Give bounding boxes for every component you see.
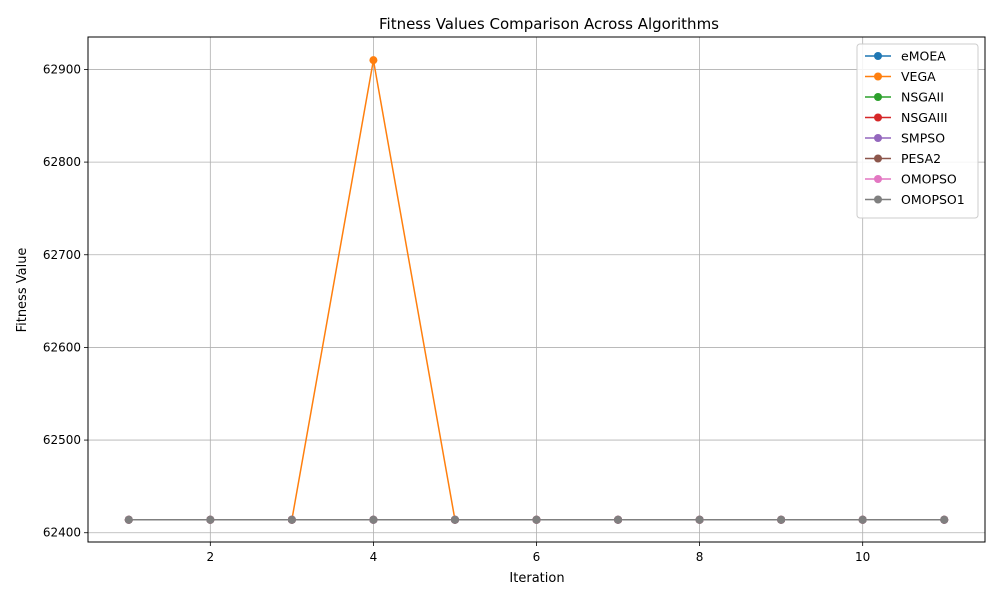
y-tick-label: 62900 bbox=[43, 62, 81, 76]
y-tick-label: 62700 bbox=[43, 248, 81, 262]
x-tick-label: 8 bbox=[696, 550, 704, 564]
legend-label: OMOPSO1 bbox=[901, 192, 965, 207]
legend: eMOEA VEGA NSGAII NSGAIII SMPSO PESA2 OMOPSO OM… bbox=[856, 43, 979, 219]
legend-swatch-marker bbox=[874, 134, 882, 142]
y-tick-label: 62800 bbox=[43, 155, 81, 169]
legend-item: OMOPSO1 bbox=[865, 192, 965, 207]
y-axis-ticks: 62400 62500 62600 62700 62800 62900 bbox=[43, 62, 88, 540]
legend-swatch-marker bbox=[874, 72, 882, 81]
data-point bbox=[614, 515, 623, 524]
data-point bbox=[206, 515, 215, 524]
legend-label: NSGAIII bbox=[901, 110, 948, 125]
data-point bbox=[369, 515, 378, 524]
y-tick-label: 62400 bbox=[43, 526, 81, 540]
series-OMOPSO1 bbox=[124, 515, 949, 524]
legend-item: eMOEA bbox=[865, 49, 946, 64]
data-point bbox=[369, 56, 378, 65]
legend-box bbox=[856, 43, 979, 219]
data-point bbox=[777, 515, 786, 524]
legend-swatch-marker bbox=[874, 113, 882, 122]
legend-item: NSGAIII bbox=[865, 110, 948, 125]
legend-item: VEGA bbox=[865, 69, 936, 84]
legend-label: NSGAII bbox=[901, 90, 944, 105]
legend-label: OMOPSO bbox=[901, 172, 957, 187]
legend-swatch-marker bbox=[874, 154, 882, 163]
legend-swatch-marker bbox=[874, 93, 882, 101]
x-axis-ticks: 2 4 6 8 10 bbox=[206, 542, 870, 564]
x-tick-label: 2 bbox=[206, 550, 214, 564]
legend-label: VEGA bbox=[901, 69, 936, 84]
y-axis-label: Fitness Value bbox=[15, 248, 30, 333]
data-point bbox=[695, 515, 704, 524]
chart-title: Fitness Values Comparison Across Algorit… bbox=[379, 15, 719, 33]
data-point bbox=[450, 515, 459, 524]
legend-item: SMPSO bbox=[865, 131, 945, 146]
legend-label: eMOEA bbox=[901, 49, 946, 64]
x-tick-label: 10 bbox=[855, 550, 870, 564]
x-tick-label: 6 bbox=[533, 550, 541, 564]
legend-label: SMPSO bbox=[901, 131, 945, 146]
legend-item: NSGAII bbox=[865, 90, 944, 105]
legend-swatch-marker bbox=[874, 52, 882, 60]
data-point bbox=[858, 515, 867, 524]
legend-item: PESA2 bbox=[865, 151, 941, 166]
data-point bbox=[940, 515, 949, 524]
x-tick-label: 4 bbox=[370, 550, 378, 564]
y-tick-label: 62600 bbox=[43, 340, 81, 354]
grid-lines bbox=[88, 37, 985, 542]
data-point bbox=[532, 515, 541, 524]
data-point bbox=[124, 515, 133, 524]
legend-label: PESA2 bbox=[901, 151, 941, 166]
series-layer bbox=[124, 56, 949, 524]
legend-swatch-marker bbox=[874, 195, 882, 204]
legend-item: OMOPSO bbox=[865, 172, 957, 187]
legend-swatch-marker bbox=[874, 175, 882, 183]
data-point bbox=[287, 515, 296, 524]
x-axis-label: Iteration bbox=[509, 571, 564, 586]
y-tick-label: 62500 bbox=[43, 433, 81, 447]
